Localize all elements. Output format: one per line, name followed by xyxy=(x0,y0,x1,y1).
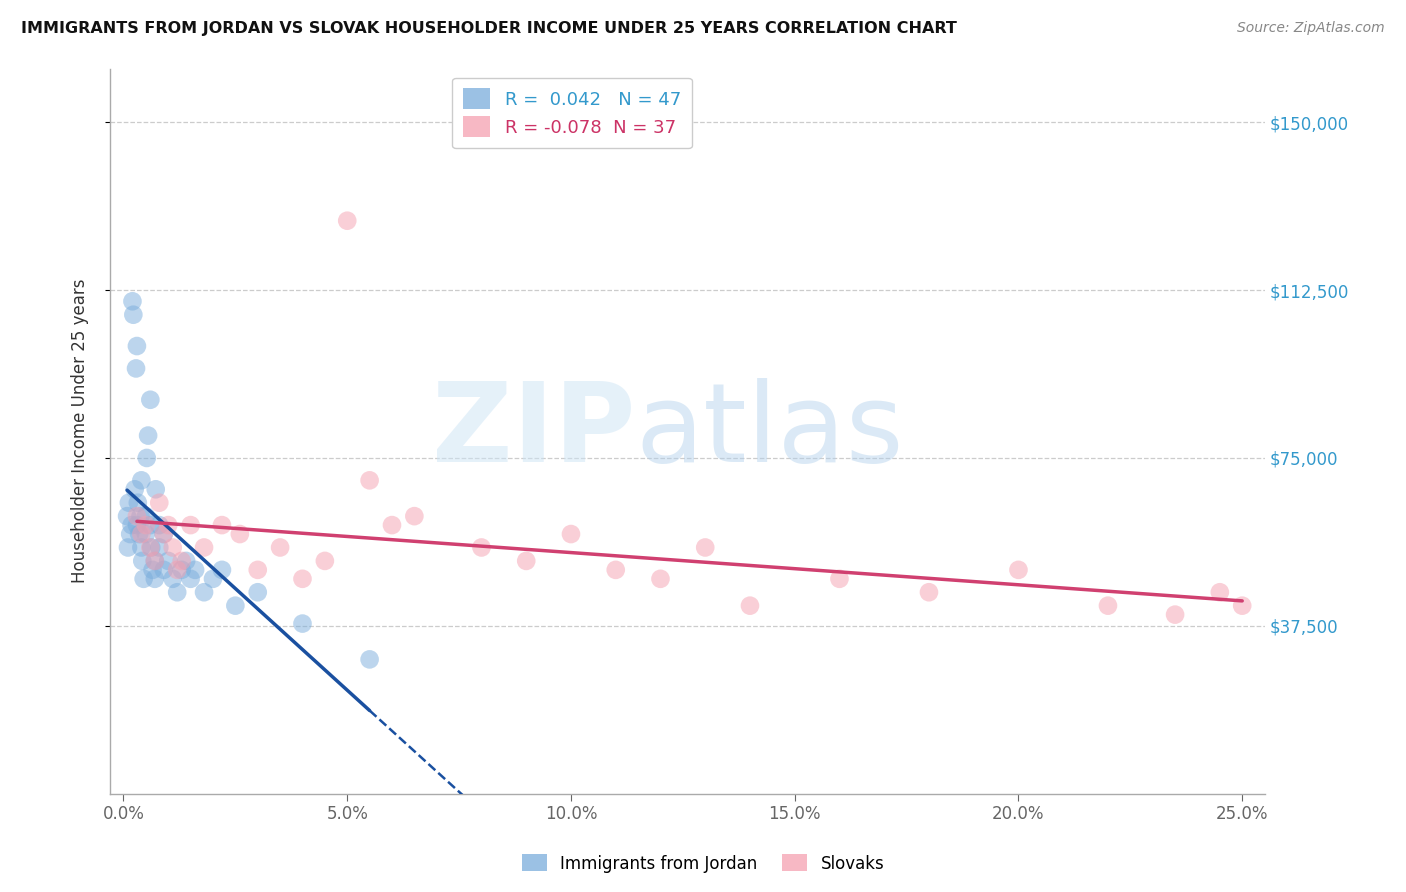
Point xyxy=(145,483,167,497)
Point xyxy=(246,585,269,599)
Point xyxy=(127,496,149,510)
Point xyxy=(291,572,314,586)
Point xyxy=(143,554,166,568)
Point xyxy=(201,572,224,586)
Point xyxy=(359,473,381,487)
Point xyxy=(135,509,157,524)
Point xyxy=(115,509,138,524)
Point xyxy=(139,541,162,555)
Point xyxy=(121,518,143,533)
Point xyxy=(381,518,404,533)
Point xyxy=(157,518,180,533)
Point xyxy=(131,473,153,487)
Point xyxy=(166,585,188,599)
Point xyxy=(404,509,426,524)
Text: atlas: atlas xyxy=(636,377,904,484)
Point xyxy=(136,428,159,442)
Point xyxy=(1209,585,1232,599)
Point xyxy=(139,392,162,407)
Point xyxy=(560,527,582,541)
Point xyxy=(229,527,252,541)
Point xyxy=(738,599,761,613)
Point xyxy=(132,572,155,586)
Point xyxy=(180,572,202,586)
Point xyxy=(291,616,314,631)
Point xyxy=(918,585,941,599)
Point xyxy=(211,563,233,577)
Point xyxy=(269,541,291,555)
Point xyxy=(141,541,163,555)
Point xyxy=(246,563,269,577)
Point xyxy=(121,294,143,309)
Point xyxy=(152,527,174,541)
Point xyxy=(125,518,148,533)
Point xyxy=(135,450,157,465)
Point xyxy=(174,554,197,568)
Point xyxy=(139,518,162,533)
Point xyxy=(128,527,150,541)
Point xyxy=(470,541,492,555)
Point xyxy=(224,599,246,613)
Point xyxy=(143,572,166,586)
Text: IMMIGRANTS FROM JORDAN VS SLOVAK HOUSEHOLDER INCOME UNDER 25 YEARS CORRELATION C: IMMIGRANTS FROM JORDAN VS SLOVAK HOUSEHO… xyxy=(21,21,957,36)
Point xyxy=(148,518,170,533)
Point xyxy=(129,509,152,524)
Point xyxy=(122,308,145,322)
Point xyxy=(135,527,157,541)
Point xyxy=(131,527,153,541)
Point xyxy=(1164,607,1187,622)
Point xyxy=(359,652,381,666)
Point xyxy=(131,554,153,568)
Point xyxy=(1097,599,1119,613)
Point xyxy=(142,563,165,577)
Point xyxy=(143,554,166,568)
Point xyxy=(131,541,153,555)
Point xyxy=(1007,563,1029,577)
Point xyxy=(125,339,148,353)
Point xyxy=(157,554,180,568)
Legend: R =  0.042   N = 47, R = -0.078  N = 37: R = 0.042 N = 47, R = -0.078 N = 37 xyxy=(453,78,692,148)
Point xyxy=(828,572,851,586)
Point xyxy=(135,518,157,533)
Point xyxy=(336,213,359,227)
Point xyxy=(148,496,170,510)
Point xyxy=(162,572,184,586)
Point xyxy=(120,527,142,541)
Point xyxy=(314,554,336,568)
Point xyxy=(1232,599,1254,613)
Point xyxy=(515,554,537,568)
Point xyxy=(193,585,215,599)
Point xyxy=(125,361,148,376)
Point xyxy=(605,563,627,577)
Point xyxy=(180,518,202,533)
Y-axis label: Householder Income Under 25 years: Householder Income Under 25 years xyxy=(72,279,89,583)
Point xyxy=(152,563,174,577)
Point xyxy=(193,541,215,555)
Point xyxy=(695,541,717,555)
Point xyxy=(117,541,139,555)
Point xyxy=(148,541,170,555)
Point xyxy=(650,572,672,586)
Point xyxy=(211,518,233,533)
Legend: Immigrants from Jordan, Slovaks: Immigrants from Jordan, Slovaks xyxy=(515,847,891,880)
Point xyxy=(184,563,207,577)
Point xyxy=(118,496,141,510)
Point xyxy=(170,554,193,568)
Text: ZIP: ZIP xyxy=(432,377,636,484)
Point xyxy=(124,483,146,497)
Point xyxy=(125,509,148,524)
Point xyxy=(166,563,188,577)
Text: Source: ZipAtlas.com: Source: ZipAtlas.com xyxy=(1237,21,1385,35)
Point xyxy=(170,563,193,577)
Point xyxy=(162,541,184,555)
Point xyxy=(152,527,174,541)
